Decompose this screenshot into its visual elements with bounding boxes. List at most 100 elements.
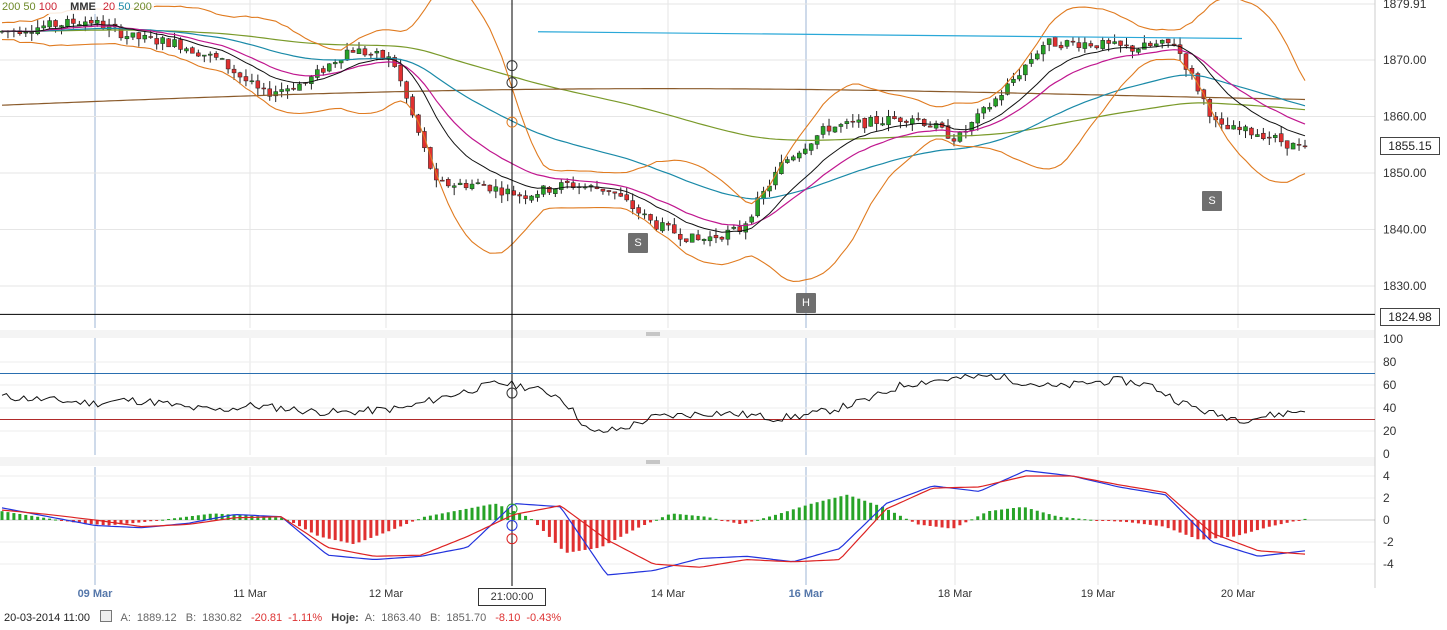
candle bbox=[707, 231, 713, 247]
candle bbox=[166, 38, 171, 48]
candle bbox=[678, 228, 683, 247]
macd-bar bbox=[303, 520, 307, 530]
candle-body bbox=[648, 214, 653, 221]
candle bbox=[749, 214, 754, 225]
candle-body bbox=[207, 53, 213, 56]
candle-body bbox=[285, 88, 290, 92]
macd-bar bbox=[887, 509, 891, 520]
rsi-crosshair-point bbox=[506, 387, 518, 399]
macd-bar bbox=[178, 517, 182, 520]
candle-body bbox=[678, 234, 683, 240]
crosshair-point-bb bbox=[506, 116, 518, 128]
candle bbox=[225, 59, 231, 74]
macd-bar bbox=[750, 520, 754, 522]
candle bbox=[802, 143, 808, 155]
candle-body bbox=[1058, 45, 1064, 49]
macd-bar bbox=[791, 509, 795, 520]
macd-bar bbox=[684, 514, 688, 520]
pattern-marker-h[interactable]: H bbox=[796, 293, 816, 313]
macd-bar bbox=[226, 514, 230, 520]
candle-body bbox=[1249, 127, 1254, 136]
candle bbox=[1165, 38, 1171, 48]
hline-price-box: 1824.98 bbox=[1380, 308, 1440, 326]
candle bbox=[1302, 139, 1308, 149]
macd-bar bbox=[553, 520, 557, 543]
macd-bar bbox=[732, 520, 736, 523]
macd-bar bbox=[1261, 520, 1265, 529]
candle-body bbox=[1106, 40, 1111, 44]
candle bbox=[1243, 124, 1248, 139]
candle-body bbox=[1076, 42, 1082, 48]
macd-bar bbox=[256, 516, 260, 520]
macd-bar bbox=[339, 520, 343, 542]
rsi-line bbox=[1, 373, 1306, 433]
pattern-marker-s-2[interactable]: S bbox=[1202, 191, 1222, 211]
candle-body bbox=[921, 118, 927, 126]
macd-bar bbox=[1006, 508, 1010, 520]
macd-bar bbox=[464, 508, 468, 520]
macd-crosshair-point-3 bbox=[506, 533, 518, 545]
macd-crosshair-point-1 bbox=[506, 503, 518, 515]
candle-body bbox=[374, 51, 380, 54]
candle-body bbox=[826, 125, 832, 132]
candle-body bbox=[654, 220, 659, 230]
candle-body bbox=[1273, 135, 1278, 138]
candle-body bbox=[862, 118, 867, 129]
candle-body bbox=[1017, 75, 1022, 80]
macd-bar bbox=[1148, 520, 1152, 525]
macd-bar bbox=[488, 504, 492, 520]
crosshair-point-1 bbox=[506, 77, 518, 89]
macd-bar bbox=[327, 520, 331, 539]
candle bbox=[1029, 52, 1034, 67]
macd-histogram bbox=[0, 494, 1307, 553]
status-hoje-a: 1863.40 bbox=[381, 612, 421, 624]
candle bbox=[820, 123, 826, 139]
candle-body bbox=[356, 48, 362, 54]
candle bbox=[261, 82, 267, 96]
macd-bar bbox=[1011, 508, 1015, 520]
candle-body bbox=[1064, 40, 1070, 47]
macd-bar bbox=[589, 520, 593, 550]
macd-bar bbox=[928, 520, 932, 526]
macd-bar bbox=[375, 520, 379, 536]
candle bbox=[1267, 131, 1272, 146]
candle bbox=[475, 178, 481, 185]
candle bbox=[1082, 37, 1088, 53]
candle bbox=[921, 118, 927, 128]
candle bbox=[451, 183, 457, 196]
candle-body bbox=[172, 39, 177, 47]
candle bbox=[933, 120, 939, 132]
x-tick-label: 18 Mar bbox=[938, 588, 973, 600]
calendar-icon[interactable] bbox=[100, 610, 113, 622]
candle-body bbox=[749, 216, 754, 223]
candle-body bbox=[493, 186, 499, 192]
candle-body bbox=[65, 19, 70, 27]
macd-bar bbox=[1226, 520, 1230, 538]
macd-bar bbox=[54, 519, 58, 521]
price-tick-label: 1879.91 bbox=[1383, 0, 1427, 11]
macd-bar bbox=[922, 520, 926, 526]
candle-body bbox=[1052, 36, 1058, 47]
candle bbox=[178, 37, 183, 54]
candle bbox=[356, 42, 362, 54]
macd-bar bbox=[351, 520, 355, 544]
candle bbox=[654, 216, 659, 232]
macd-bar bbox=[1208, 520, 1212, 539]
status-change-pct: -1.11% bbox=[288, 612, 323, 624]
macd-bar bbox=[1202, 520, 1206, 540]
candle-body bbox=[273, 91, 278, 97]
candle bbox=[755, 191, 760, 218]
macd-bar bbox=[428, 515, 432, 520]
pattern-marker-s-1[interactable]: S bbox=[628, 233, 648, 253]
macd-bar bbox=[720, 520, 724, 521]
mme-200-line bbox=[2, 29, 1306, 142]
indicator-legend[interactable]: 200 50 100 MME 20 50 200 bbox=[0, 0, 154, 14]
rsi-tick-label: 0 bbox=[1383, 447, 1390, 461]
candle-body bbox=[213, 53, 219, 58]
candle bbox=[362, 45, 368, 57]
candle bbox=[916, 112, 921, 122]
current-price-box: 1855.15 bbox=[1380, 137, 1440, 155]
candle-body bbox=[83, 21, 88, 27]
candle-body bbox=[53, 20, 58, 27]
candle bbox=[428, 146, 433, 170]
